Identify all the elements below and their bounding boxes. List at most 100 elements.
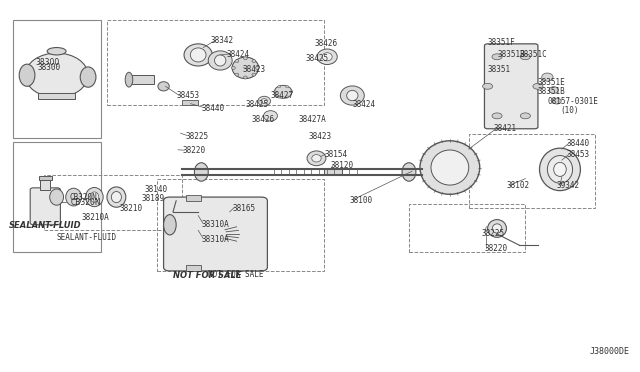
Ellipse shape [420,141,480,194]
Text: 38453: 38453 [176,91,199,100]
Text: SEALANT-FLUID: SEALANT-FLUID [56,233,116,242]
Ellipse shape [232,66,236,69]
Ellipse shape [285,86,289,88]
Ellipse shape [80,67,96,87]
Text: 38342: 38342 [211,36,234,45]
Text: NOT FOR SALE: NOT FOR SALE [207,270,263,279]
Circle shape [520,113,531,119]
Ellipse shape [264,111,278,121]
Bar [324,169,342,174]
Ellipse shape [195,163,208,181]
Ellipse shape [243,76,247,79]
Text: 38300: 38300 [38,63,61,72]
FancyBboxPatch shape [484,44,538,129]
Ellipse shape [164,215,176,235]
Text: 38423: 38423 [308,132,332,141]
Text: 38440: 38440 [202,104,225,113]
Ellipse shape [208,51,232,70]
Ellipse shape [214,55,226,66]
Text: 38351C: 38351C [519,51,547,60]
Text: 38423: 38423 [242,65,266,74]
Bar [129,75,154,84]
Text: 38351: 38351 [488,65,511,74]
Ellipse shape [317,49,337,64]
Ellipse shape [232,57,259,78]
Circle shape [483,83,493,89]
Circle shape [492,54,502,60]
Ellipse shape [278,96,280,98]
Bar [107,20,324,105]
Ellipse shape [552,98,561,104]
Bar [409,205,525,253]
Ellipse shape [50,189,63,205]
Text: 38351B: 38351B [497,51,525,60]
Text: 38154: 38154 [324,150,347,159]
Ellipse shape [252,60,256,62]
Text: NOT FOR SALE: NOT FOR SALE [173,271,242,280]
Ellipse shape [90,192,99,202]
Text: 38310A: 38310A [202,235,229,244]
Ellipse shape [312,155,321,162]
Ellipse shape [47,48,66,55]
Ellipse shape [19,64,35,86]
Ellipse shape [252,73,256,76]
Text: 38165: 38165 [233,203,256,213]
Text: 38351E: 38351E [538,78,566,87]
Ellipse shape [322,53,332,61]
Text: (10): (10) [560,106,579,115]
Ellipse shape [285,96,289,98]
Text: SEALANT-FLUID: SEALANT-FLUID [9,221,82,231]
Ellipse shape [340,86,364,105]
Text: 38421: 38421 [494,124,517,133]
Text: CB320N: CB320N [69,193,97,202]
Text: 38189: 38189 [141,195,164,203]
Bar [468,134,595,208]
Ellipse shape [307,151,326,166]
Ellipse shape [235,60,239,62]
Ellipse shape [243,57,247,60]
Ellipse shape [190,48,206,62]
Ellipse shape [347,90,358,101]
Bar [44,175,182,230]
Bar [157,179,324,271]
Ellipse shape [540,148,580,190]
Text: 38426: 38426 [252,115,275,124]
Ellipse shape [184,44,212,66]
Text: 38440: 38440 [566,139,589,148]
Text: CB320N: CB320N [70,198,101,207]
Ellipse shape [402,163,416,181]
Text: 38453: 38453 [566,150,589,159]
Ellipse shape [290,91,293,93]
Text: 38425: 38425 [305,54,328,63]
Ellipse shape [255,66,259,69]
Ellipse shape [273,91,276,93]
Ellipse shape [111,192,122,203]
Ellipse shape [107,187,126,207]
Text: 38220: 38220 [484,244,508,253]
Text: 39342: 39342 [557,182,580,190]
Ellipse shape [554,162,566,176]
Bar [40,180,51,190]
Text: J38000DE: J38000DE [589,347,629,356]
Text: 38426: 38426 [315,39,338,48]
Text: 38310A: 38310A [202,220,229,229]
Circle shape [520,54,531,60]
Ellipse shape [235,73,239,76]
Ellipse shape [488,219,506,237]
Text: 38225: 38225 [186,132,209,141]
Text: 38220: 38220 [182,147,205,155]
Bar [182,100,198,105]
Text: 38427: 38427 [271,91,294,100]
Text: 08157-0301E: 08157-0301E [547,97,598,106]
Text: 38102: 38102 [506,182,530,190]
Ellipse shape [125,72,132,87]
Bar [13,142,100,253]
Ellipse shape [278,86,280,88]
Text: 38351B: 38351B [538,87,566,96]
Ellipse shape [549,87,558,93]
Text: 38425: 38425 [245,100,269,109]
Text: 38424: 38424 [227,51,250,60]
Ellipse shape [66,188,81,206]
Bar [186,265,202,271]
FancyBboxPatch shape [30,188,60,225]
